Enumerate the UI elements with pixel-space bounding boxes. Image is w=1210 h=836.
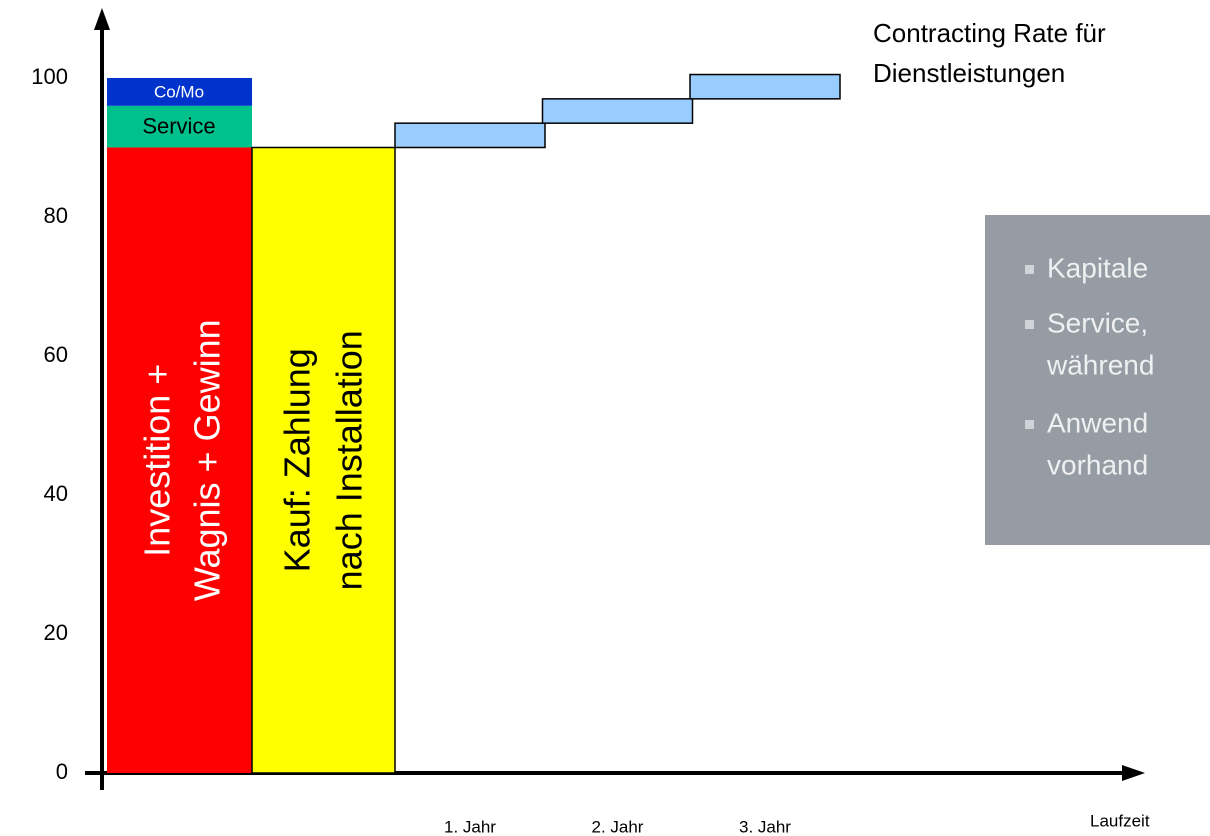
bar-segment (107, 105, 252, 148)
bullet-text: vorhand (1047, 449, 1148, 480)
info-box (985, 215, 1210, 545)
bullet (1025, 320, 1034, 329)
bar-label: Wagnis + Gewinn (187, 319, 228, 601)
bullet (1025, 265, 1034, 274)
y-axis-arrow (94, 8, 110, 30)
x-tick-label: 1. Jahr (444, 817, 496, 836)
y-tick-label: 20 (44, 620, 68, 645)
bullet-text: Kapitale (1047, 252, 1148, 283)
step-bar (541, 98, 694, 124)
step-bar (394, 122, 546, 149)
x-tick-label: 3. Jahr (739, 817, 791, 836)
bullet-text: Anwend (1047, 407, 1148, 438)
segment-label: Service (142, 113, 215, 138)
x-axis-arrow (1122, 765, 1145, 781)
bar-label: Kauf: Zahlung (277, 348, 318, 572)
y-tick-label: 40 (44, 481, 68, 506)
bar-segment (107, 78, 252, 106)
title: Dienstleistungen (873, 58, 1065, 88)
x-axis-label: Laufzeit (1090, 811, 1150, 830)
y-tick-label: 80 (44, 203, 68, 228)
bar-segment (107, 147, 252, 773)
step-bar (689, 73, 841, 100)
bullet-text: Service, (1047, 307, 1148, 338)
bar-label: Investition + (137, 364, 178, 557)
bar-label: nach Installation (329, 330, 370, 590)
y-tick-label: 0 (56, 759, 68, 784)
y-tick-label: 100 (31, 64, 68, 89)
bullet-text: während (1046, 349, 1154, 380)
y-tick-label: 60 (44, 342, 68, 367)
title: Contracting Rate für (873, 18, 1106, 48)
segment-label: Co/Mo (154, 82, 204, 101)
bullet (1025, 420, 1034, 429)
x-tick-label: 2. Jahr (592, 817, 644, 836)
bar (251, 146, 396, 774)
